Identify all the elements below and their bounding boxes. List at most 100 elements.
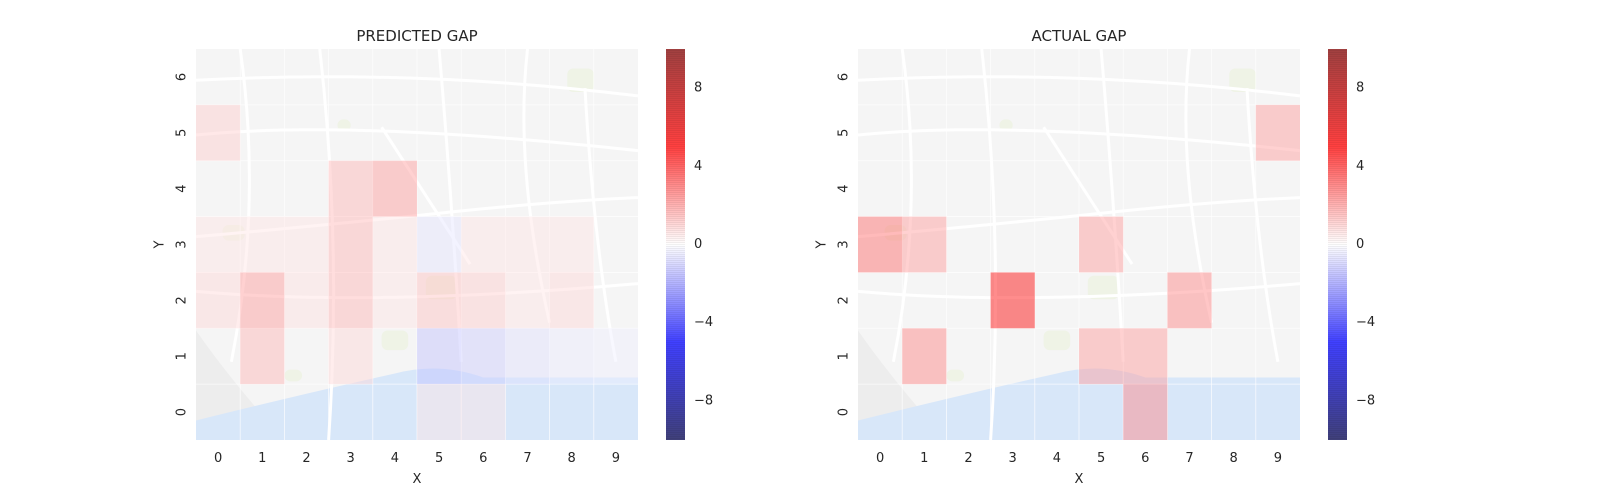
heatmap-cell-x5-y0 (417, 384, 462, 440)
y-tick-label: 0 (175, 408, 190, 416)
map-road (195, 282, 639, 300)
y-tick-label: 2 (837, 296, 852, 304)
heatmap-cell-x7-y1 (505, 328, 550, 385)
x-tick-label: 8 (1230, 451, 1238, 466)
predicted-gap-panel: PREDICTED GAP 0 1 2 3 4 5 6 7 8 9 0 1 2 3 4 5 6 X Y 8 4 0 −4 −8 (153, 27, 714, 487)
heatmap-cell-x5-y1 (417, 328, 462, 385)
x-tick-label: 7 (1185, 451, 1193, 466)
y-tick-label: 3 (837, 240, 852, 248)
x-tick-label: 5 (435, 451, 443, 466)
map-park (999, 119, 1013, 132)
heatmap-cell-x1-y1 (902, 328, 947, 385)
heatmap-cell-x9-y5 (1255, 104, 1300, 161)
x-tick-label: 2 (964, 451, 972, 466)
y-axis-label: Y (815, 240, 830, 249)
x-tick-label: 1 (920, 451, 928, 466)
map-road (1245, 88, 1280, 363)
map-road (1099, 48, 1125, 362)
heatmap-cell-x0-y2 (196, 272, 241, 329)
colorbar-tick-label: 4 (1356, 159, 1364, 174)
heatmap-cell-x2-y3 (284, 216, 329, 273)
x-tick-label: 1 (258, 451, 266, 466)
map-road (437, 48, 463, 362)
colorbar-bands (1328, 49, 1347, 440)
colorbar: 8 4 0 −4 −8 (1328, 49, 1375, 440)
colorbar-tick-label: −4 (694, 315, 713, 330)
y-tick-label: 4 (175, 185, 190, 193)
heatmap-cell-x3-y2 (990, 272, 1035, 329)
y-axis-label: Y (153, 240, 168, 249)
colorbar: 8 4 0 −4 −8 (666, 49, 713, 440)
map-fade (858, 49, 1300, 440)
heatmap-cell-x3-y4 (328, 160, 373, 217)
colorbar-bands (666, 49, 685, 440)
heatmap-cell-x7-y2 (1167, 272, 1212, 329)
map-park (1087, 275, 1119, 300)
map-fade (196, 49, 638, 440)
map-road (522, 48, 552, 324)
heatmap-cell-x4-y4 (372, 160, 417, 217)
heatmap-cell-x5-y2 (417, 272, 462, 329)
x-tick-label: 0 (214, 451, 222, 466)
x-tick-label: 8 (568, 451, 576, 466)
heatmap-cell-x1-y2 (240, 272, 285, 329)
x-axis-label: X (413, 472, 422, 487)
map-terrain (858, 330, 947, 440)
colorbar-tick-label: −4 (1356, 315, 1375, 330)
x-tick-label: 5 (1097, 451, 1105, 466)
y-tick-label: 3 (175, 240, 190, 248)
x-tick-label: 4 (391, 451, 399, 466)
x-tick-label: 7 (523, 451, 531, 466)
map-road (857, 282, 1301, 300)
heatmap-cell-x6-y0 (461, 384, 506, 440)
heatmap-cell-x0-y5 (196, 104, 241, 161)
colorbar-tick-label: 8 (694, 81, 702, 96)
map-park (337, 119, 351, 132)
map-park (1229, 68, 1256, 93)
heatmap-cell-x1-y3 (902, 216, 947, 273)
heatmap-cell-x5-y1 (1079, 328, 1124, 385)
heatmap-cell-x8-y2 (549, 272, 594, 329)
y-tick-label: 4 (837, 185, 852, 193)
heatmap-cell-x5-y3 (1079, 216, 1124, 273)
y-tick-label: 0 (837, 408, 852, 416)
x-tick-label: 2 (302, 451, 310, 466)
heatmap-cell-x3-y3 (328, 216, 373, 273)
y-tick-label: 5 (175, 129, 190, 137)
map-park (946, 369, 965, 382)
heatmap-cell-x5-y3 (417, 216, 462, 273)
y-tick-label: 1 (175, 352, 190, 360)
colorbar-tick-label: −8 (1356, 393, 1375, 408)
heatmap-cell-x6-y3 (461, 216, 506, 273)
map-road (229, 48, 251, 363)
x-axis-label: X (1075, 472, 1084, 487)
heatmap-cell-x3-y1 (328, 328, 373, 385)
map-road (318, 48, 336, 441)
x-tick-label: 6 (1141, 451, 1149, 466)
map-road (1184, 48, 1214, 324)
heatmap-cell-x4-y3 (372, 216, 417, 273)
heatmap-cell-x6-y0 (1123, 384, 1168, 440)
chart-title: PREDICTED GAP (356, 27, 477, 45)
map-road (1042, 126, 1134, 265)
colorbar-tick-label: 8 (1356, 81, 1364, 96)
heatmap-cell-x6-y2 (461, 272, 506, 329)
map-park (567, 68, 594, 93)
map-park (381, 330, 409, 351)
heatmap-cell-x1-y1 (240, 328, 285, 385)
x-tick-label: 3 (1009, 451, 1017, 466)
x-tick-label: 4 (1053, 451, 1061, 466)
heatmap-cell-x0-y3 (858, 216, 903, 273)
y-tick-label: 5 (837, 129, 852, 137)
y-tick-label: 6 (837, 73, 852, 81)
heatmap-cell-x9-y1 (593, 328, 638, 385)
map-terrain (196, 330, 285, 440)
y-tick-label: 1 (837, 352, 852, 360)
map-park (1043, 330, 1071, 351)
map-road (583, 88, 618, 363)
y-tick-label: 6 (175, 73, 190, 81)
actual-gap-panel: ACTUAL GAP 0 1 2 3 4 5 6 7 8 9 0 1 2 3 4 5 6 X Y 8 4 0 −4 −8 (815, 27, 1376, 487)
map-road (380, 126, 472, 265)
heatmap-cell-x2-y2 (284, 272, 329, 329)
colorbar-tick-label: 4 (694, 159, 702, 174)
